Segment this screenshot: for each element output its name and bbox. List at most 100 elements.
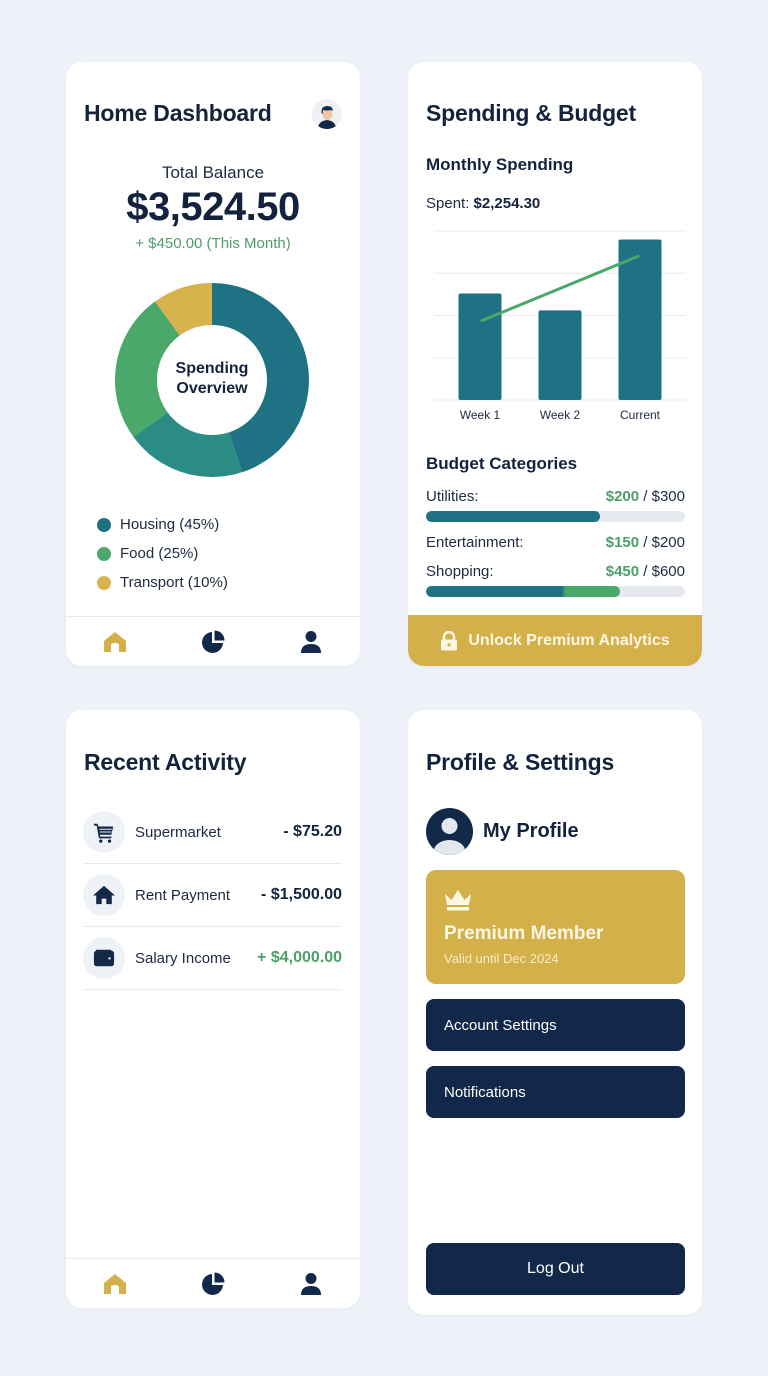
profile-name: My Profile	[483, 820, 579, 842]
balance-value: $3,524.50	[126, 185, 300, 229]
activity-amount: - $75.20	[283, 823, 342, 840]
unlock-premium-button[interactable]: Unlock Premium Analytics	[408, 615, 702, 666]
profile-avatar	[426, 808, 473, 855]
budget-total: / $300	[643, 488, 685, 505]
balance-label: Total Balance	[161, 163, 265, 182]
home-dashboard-card: Home Dashboard Total Balance $3,524.50 +…	[66, 62, 360, 666]
legend-dot	[97, 546, 111, 561]
budget-spent: $200	[605, 488, 640, 505]
notifications-button[interactable]: Notifications	[426, 1066, 685, 1118]
budget-amount: $200 / $300	[606, 488, 685, 505]
activity-icon-wrap	[83, 874, 125, 916]
shopping-progress-bar	[426, 586, 685, 597]
unlock-premium-label: Unlock Premium Analytics	[468, 631, 670, 649]
bottom-nav	[66, 616, 360, 666]
account-settings-button[interactable]: Account Settings	[426, 999, 685, 1051]
donut-center-line1: Spending	[175, 360, 249, 377]
wallet-icon	[93, 949, 115, 967]
progress-fill	[426, 511, 600, 522]
crown-icon	[445, 890, 471, 911]
user-avatar-icon	[433, 818, 466, 855]
page-title: Home Dashboard	[84, 100, 272, 126]
nav-profile-button[interactable]	[262, 617, 360, 666]
log-out-button[interactable]: Log Out	[426, 1243, 685, 1295]
legend-label: Housing (45%)	[120, 516, 220, 533]
budget-categories-title: Budget Categories	[426, 454, 578, 473]
monthly-spending-title: Monthly Spending	[426, 155, 574, 174]
section-title: Spending & Budget	[426, 100, 636, 126]
balance-change: + $450.00 (This Month)	[135, 235, 291, 252]
utilities-progress-bar	[426, 511, 685, 522]
chart-bar	[458, 293, 502, 400]
nav-analytics-button[interactable]	[164, 1259, 262, 1308]
budget-total: / $200	[643, 534, 685, 551]
user-icon	[301, 1272, 321, 1295]
my-profile-row[interactable]: My Profile	[426, 808, 579, 855]
progress-fill	[426, 586, 621, 597]
nav-analytics-button[interactable]	[164, 617, 262, 666]
activity-list: Supermarket - $75.20 Rent Payment - $1,5…	[83, 801, 342, 990]
donut-center-label: Spending Overview	[115, 359, 309, 399]
section-title: Recent Activity	[84, 749, 247, 775]
pie-chart-icon	[202, 630, 225, 653]
spent-value: $2,254.30	[473, 195, 541, 212]
activity-amount: - $1,500.00	[261, 886, 342, 903]
user-icon	[301, 630, 321, 653]
home-icon	[104, 631, 126, 652]
spending-budget-card: Spending & Budget Monthly Spending Spent…	[408, 62, 702, 666]
section-title: Profile & Settings	[426, 749, 615, 775]
premium-title: Premium Member	[444, 923, 604, 944]
activity-name: Supermarket	[135, 823, 221, 841]
legend-item-food: Food (25%)	[97, 539, 228, 568]
nav-profile-button[interactable]	[262, 1259, 360, 1308]
weekly-spending-bar-chart: Week 1 Week 2 Current	[434, 230, 686, 422]
budget-row-shopping: Shopping: $450 / $600	[426, 563, 685, 580]
premium-member-card: Premium Member Valid until Dec 2024	[426, 870, 685, 984]
budget-label: Entertainment:	[426, 534, 524, 551]
activity-name: Salary Income	[135, 949, 231, 967]
recent-activity-card: Recent Activity Supermarket - $75.20 Ren…	[66, 710, 360, 1308]
budget-spent: $450	[605, 563, 640, 580]
budget-label: Utilities:	[426, 488, 479, 505]
legend-dot	[97, 517, 111, 532]
legend-item-transport: Transport (10%)	[97, 568, 228, 597]
log-out-label: Log Out	[527, 1260, 584, 1277]
spent-summary: Spent: $2,254.30	[426, 195, 540, 212]
svg-text:Week 1: Week 1	[460, 408, 501, 422]
activity-item-salary[interactable]: Salary Income + $4,000.00	[83, 927, 342, 990]
lock-icon	[441, 630, 458, 650]
activity-name: Rent Payment	[135, 886, 231, 904]
activity-amount: + $4,000.00	[257, 949, 342, 966]
activity-item-rent[interactable]: Rent Payment - $1,500.00	[83, 864, 342, 927]
chart-legend: Housing (45%) Food (25%) Transport (10%)	[97, 510, 228, 597]
budget-row-utilities: Utilities: $200 / $300	[426, 488, 685, 505]
budget-amount: $150 / $200	[606, 534, 685, 551]
activity-item-supermarket[interactable]: Supermarket - $75.20	[83, 801, 342, 864]
home-icon	[104, 1273, 126, 1294]
activity-icon-wrap	[83, 937, 125, 979]
bottom-nav	[66, 1258, 360, 1308]
svg-text:Current: Current	[620, 408, 661, 422]
budget-amount: $450 / $600	[606, 563, 685, 580]
spent-label: Spent:	[426, 195, 470, 212]
svg-text:Week 2: Week 2	[540, 408, 581, 422]
budget-label: Shopping:	[426, 563, 494, 580]
activity-icon-wrap	[83, 811, 125, 853]
nav-home-button[interactable]	[66, 617, 164, 666]
legend-dot	[97, 575, 111, 590]
shopping-cart-icon	[93, 823, 114, 843]
nav-home-button[interactable]	[66, 1259, 164, 1308]
menu-label: Account Settings	[444, 1016, 557, 1034]
chart-bar	[538, 310, 582, 400]
legend-label: Food (25%)	[120, 545, 199, 562]
budget-row-entertainment: Entertainment: $150 / $200	[426, 534, 685, 551]
avatar[interactable]	[312, 99, 342, 129]
premium-validity: Valid until Dec 2024	[444, 951, 559, 966]
budget-total: / $600	[643, 563, 685, 580]
chart-bar	[618, 239, 662, 400]
spending-donut-chart	[115, 283, 309, 477]
pie-chart-icon	[202, 1272, 225, 1295]
donut-center-line2: Overview	[176, 380, 248, 397]
menu-label: Notifications	[444, 1083, 526, 1101]
legend-item-housing: Housing (45%)	[97, 510, 228, 539]
